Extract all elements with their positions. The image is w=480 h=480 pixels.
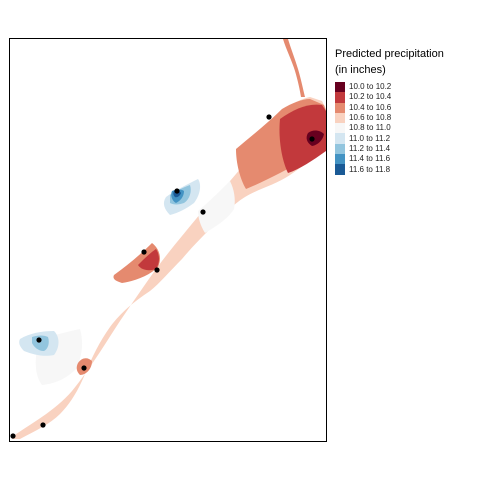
region-red-middle-dark	[138, 249, 159, 271]
legend-swatch	[335, 133, 345, 144]
legend-item: 11.0 to 11.2	[335, 133, 475, 144]
legend-label: 10.6 to 10.8	[349, 113, 392, 123]
station-point	[40, 422, 46, 428]
station-point	[141, 249, 147, 255]
legend-item: 10.4 to 10.6	[335, 102, 475, 113]
legend-item: 10.8 to 11.0	[335, 123, 475, 134]
legend-swatch	[335, 143, 345, 155]
legend: Predicted precipitation (in inches) 10.0…	[335, 46, 475, 175]
legend-item: 10.6 to 10.8	[335, 112, 475, 124]
legend-label: 10.2 to 10.4	[349, 92, 392, 102]
legend-swatch	[335, 123, 345, 134]
station-points	[10, 114, 315, 439]
map-panel	[9, 38, 327, 442]
legend-item: 11.2 to 11.4	[335, 143, 475, 155]
region-red-middle	[113, 243, 160, 283]
legend-item: 11.4 to 11.6	[335, 154, 475, 165]
legend-items: 10.0 to 10.2 10.2 to 10.4 10.4 to 10.6 10.6…	[335, 82, 475, 175]
legend-label: 10.4 to 10.6	[349, 102, 392, 112]
station-point	[10, 433, 16, 439]
legend-label: 11.6 to 11.8	[349, 164, 391, 174]
station-point	[309, 136, 315, 142]
station-point	[266, 114, 272, 120]
legend-label: 10.8 to 11.0	[349, 123, 391, 133]
legend-label: 11.0 to 11.2	[349, 133, 391, 143]
legend-label: 10.0 to 10.2	[349, 82, 392, 92]
region-white-upper	[198, 181, 235, 233]
legend-title-line2: (in inches)	[335, 64, 386, 76]
legend-swatch	[335, 102, 345, 113]
station-point	[81, 365, 87, 371]
station-point	[200, 209, 206, 215]
legend-swatch	[335, 164, 345, 175]
region-red-hotspot	[306, 130, 324, 146]
legend-label: 11.2 to 11.4	[349, 143, 391, 153]
legend-title-line1: Predicted precipitation	[335, 48, 444, 60]
legend-item: 10.0 to 10.2	[335, 82, 475, 93]
precipitation-map	[10, 39, 326, 439]
region-blue-lower-mid	[32, 335, 49, 351]
station-point	[36, 337, 42, 343]
river-channel	[283, 39, 305, 97]
legend-item: 10.2 to 10.4	[335, 92, 475, 103]
legend-swatch	[335, 82, 345, 93]
legend-swatch	[335, 154, 345, 165]
station-point	[154, 267, 160, 273]
legend-swatch	[335, 112, 345, 124]
station-point	[174, 188, 180, 194]
legend-swatch	[335, 92, 345, 103]
legend-label: 11.4 to 11.6	[349, 154, 391, 164]
legend-item: 11.6 to 11.8	[335, 164, 475, 175]
region-red-upper-dark	[279, 104, 326, 173]
